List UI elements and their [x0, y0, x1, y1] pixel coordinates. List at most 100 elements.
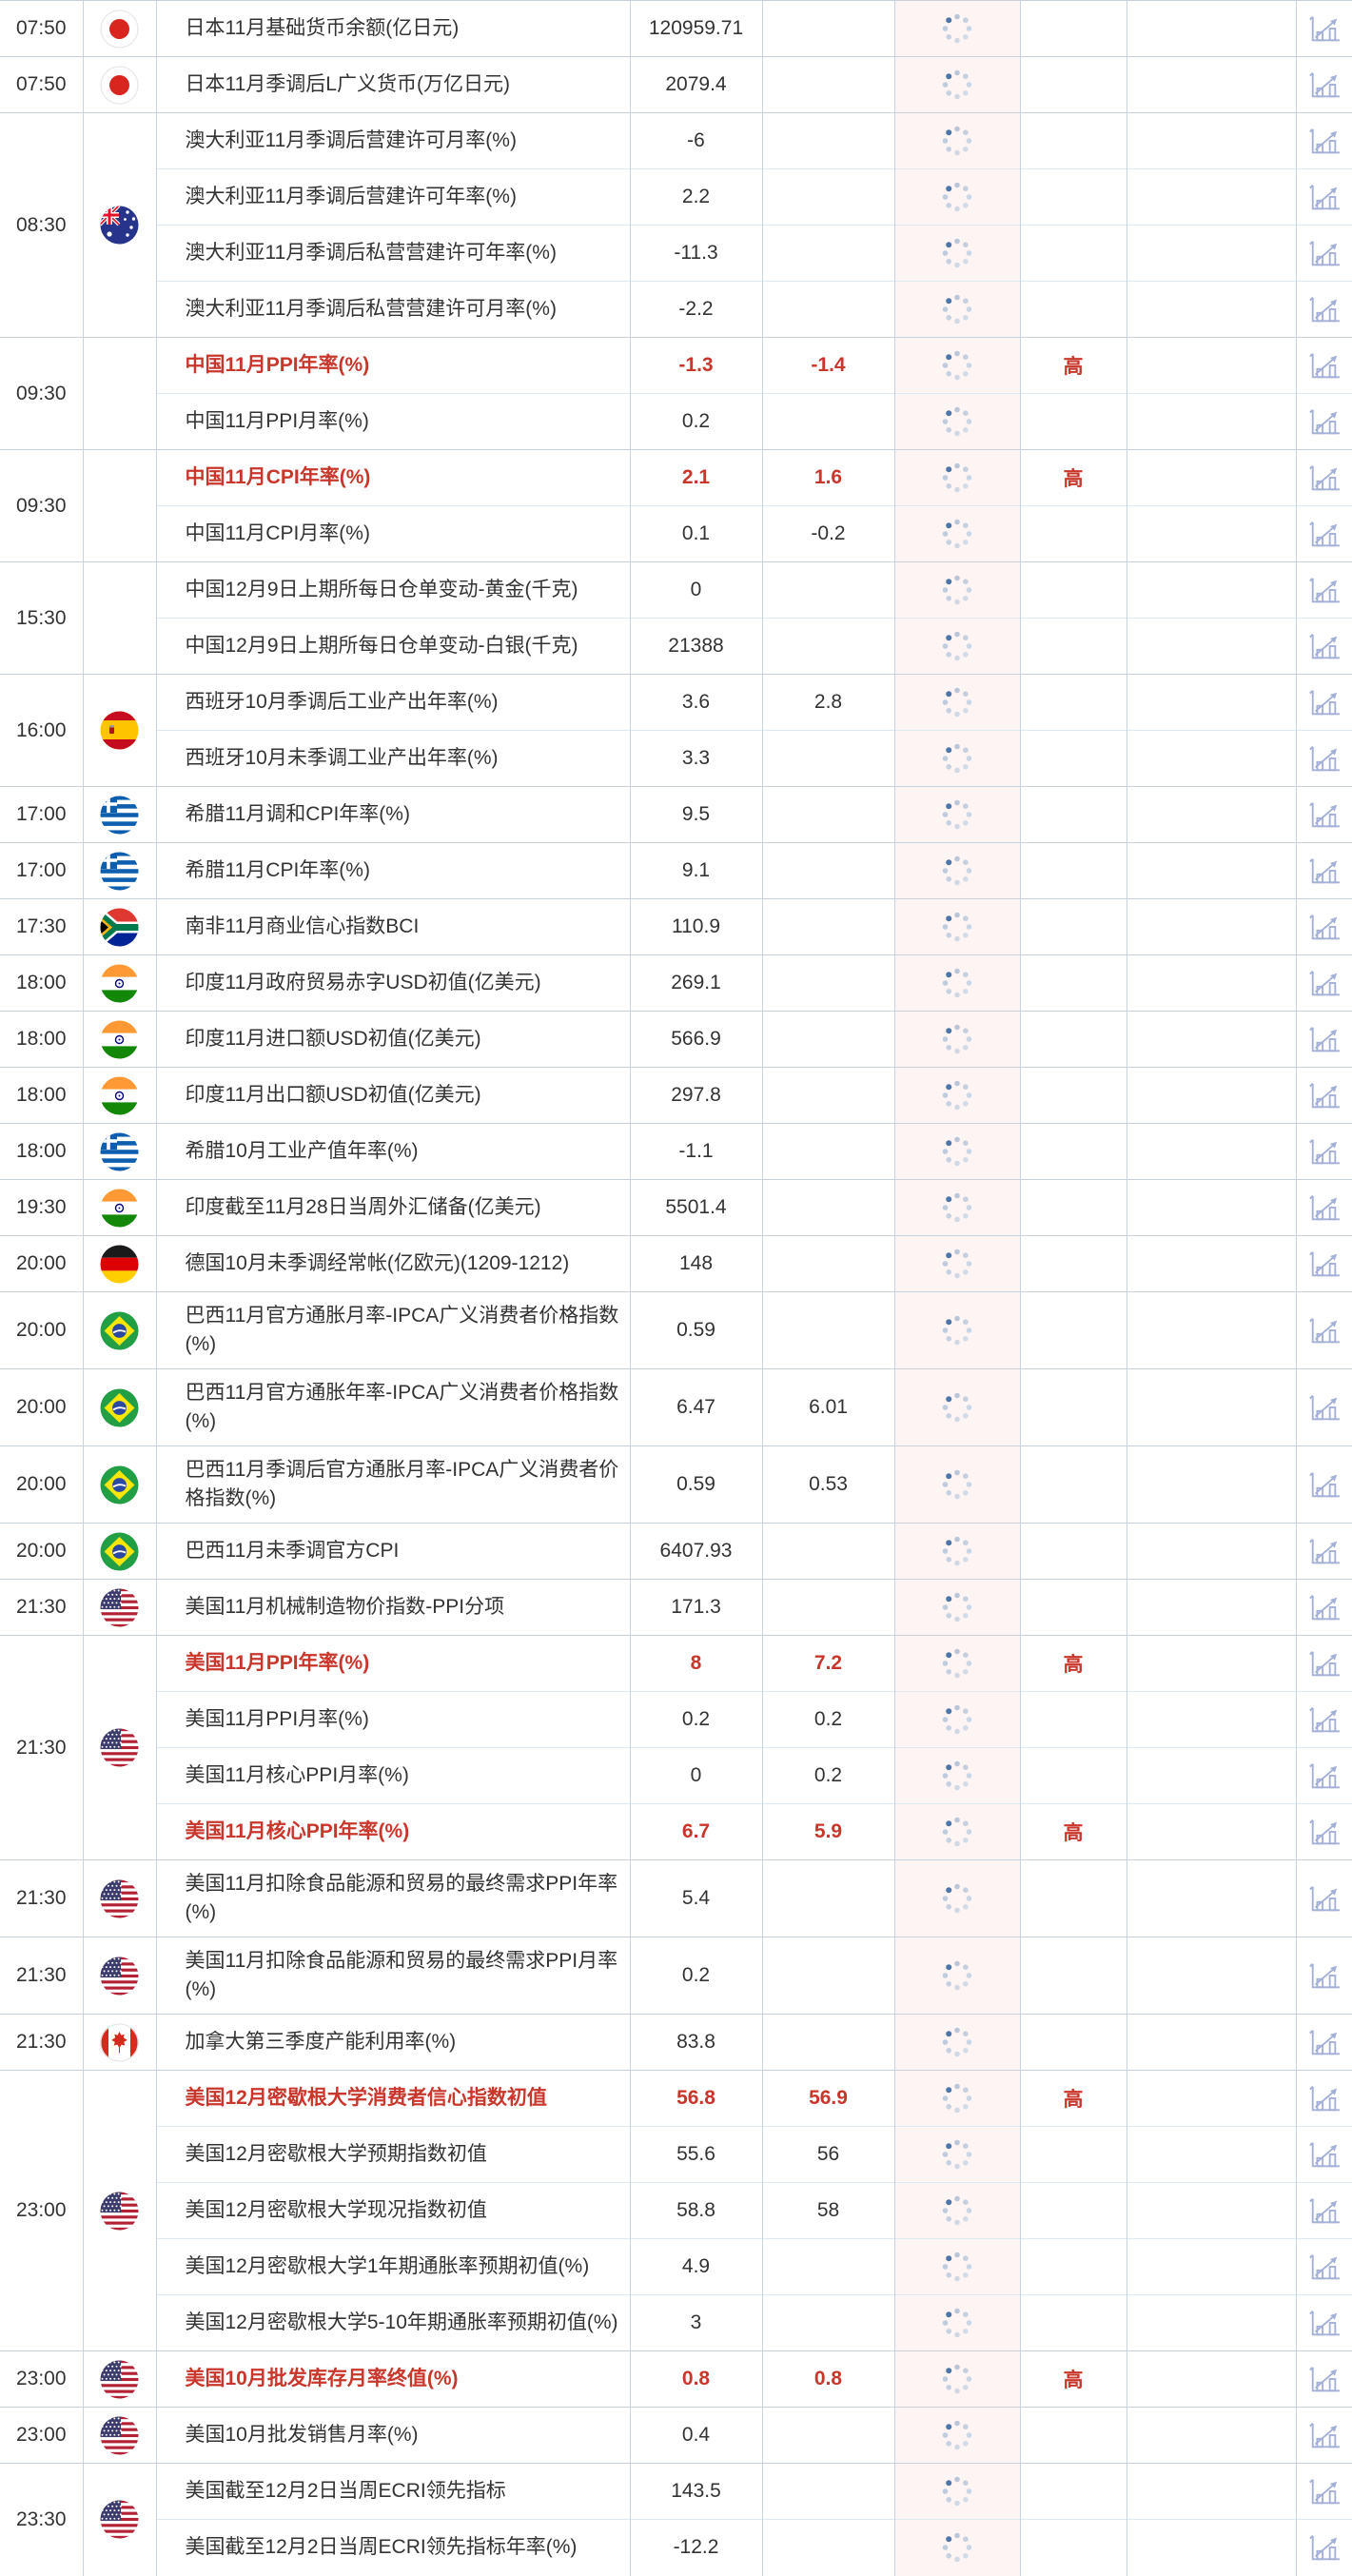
time-cell: 17:00	[0, 842, 83, 899]
flag-cell	[82, 2014, 156, 2071]
forecast-value	[761, 842, 894, 899]
empty-cell	[1126, 0, 1296, 57]
table-row: 18:00 印度11月进口额USD初值(亿美元) 566.9	[0, 1011, 1352, 1068]
chart-icon[interactable]	[1306, 1816, 1342, 1848]
time-cell: 19:30	[0, 1179, 83, 1236]
chart-icon[interactable]	[1306, 1079, 1342, 1111]
chart-icon[interactable]	[1306, 293, 1342, 325]
chart-cell	[1295, 1635, 1352, 1692]
indicator-name: 加拿大第三季度产能利用率(%)	[155, 2014, 630, 2071]
chart-icon[interactable]	[1306, 2475, 1342, 2507]
loading-spinner-icon	[938, 1020, 976, 1058]
importance-badge: 高	[1019, 1635, 1127, 1692]
chart-icon[interactable]	[1306, 1468, 1342, 1501]
previous-value-cell	[893, 1067, 1020, 1124]
chart-cell	[1295, 1523, 1352, 1580]
loading-spinner-icon	[938, 66, 976, 104]
indicator-name: 希腊10月工业产值年率(%)	[155, 1123, 630, 1180]
previous-value-cell	[893, 842, 1020, 899]
indicator-name: 中国11月CPI月率(%)	[155, 505, 630, 562]
loading-spinner-icon	[938, 346, 976, 384]
chart-icon[interactable]	[1306, 69, 1342, 101]
loading-spinner-icon	[938, 571, 976, 609]
previous-value-cell	[893, 1937, 1020, 2015]
chart-icon[interactable]	[1306, 1959, 1342, 1992]
chart-icon[interactable]	[1306, 2138, 1342, 2171]
chart-icon[interactable]	[1306, 2363, 1342, 2395]
chart-icon[interactable]	[1306, 125, 1342, 157]
actual-value: 2079.4	[629, 56, 762, 113]
loading-spinner-icon	[938, 1245, 976, 1283]
loading-spinner-icon	[938, 403, 976, 441]
time-cell: 18:00	[0, 1067, 83, 1124]
chart-icon[interactable]	[1306, 1535, 1342, 1567]
loading-spinner-icon	[938, 2023, 976, 2061]
importance-badge	[1019, 1123, 1127, 1180]
flag-cell	[82, 2463, 156, 2576]
indicator-name: 美国10月批发库存月率终值(%)	[155, 2350, 630, 2408]
chart-cell	[1295, 2238, 1352, 2295]
chart-icon[interactable]	[1306, 1391, 1342, 1424]
flag-cell	[82, 1523, 156, 1580]
chart-icon[interactable]	[1306, 2531, 1342, 2564]
flag-cell	[82, 56, 156, 113]
chart-icon[interactable]	[1306, 1023, 1342, 1055]
chart-icon[interactable]	[1306, 2026, 1342, 2058]
indicator-name: 澳大利亚11月季调后私营营建许可年率(%)	[155, 225, 630, 282]
chart-icon[interactable]	[1306, 237, 1342, 269]
chart-icon[interactable]	[1306, 1647, 1342, 1680]
actual-value: 3.3	[629, 730, 762, 787]
empty-cell	[1126, 1123, 1296, 1180]
previous-value-cell	[893, 1859, 1020, 1937]
loading-spinner-icon	[938, 2416, 976, 2454]
chart-icon[interactable]	[1306, 2307, 1342, 2339]
previous-value-cell	[893, 1235, 1020, 1292]
chart-icon[interactable]	[1306, 911, 1342, 943]
chart-icon[interactable]	[1306, 1882, 1342, 1915]
previous-value-cell	[893, 449, 1020, 506]
indicator-name: 希腊11月调和CPI年率(%)	[155, 786, 630, 843]
empty-cell	[1126, 730, 1296, 787]
chart-icon[interactable]	[1306, 967, 1342, 999]
table-row: 15:30 中国12月9日上期所每日仓单变动-黄金(千克) 0	[0, 561, 1352, 675]
chart-icon[interactable]	[1306, 1760, 1342, 1792]
actual-value: 0.2	[629, 1937, 762, 2015]
loading-spinner-icon	[938, 2304, 976, 2342]
empty-cell	[1126, 56, 1296, 113]
chart-icon[interactable]	[1306, 1248, 1342, 1280]
table-row: 20:00 巴西11月季调后官方通胀月率-IPCA广义消费者价格指数(%) 0.59…	[0, 1445, 1352, 1524]
chart-icon[interactable]	[1306, 405, 1342, 438]
loading-spinner-icon	[938, 1588, 976, 1626]
chart-icon[interactable]	[1306, 574, 1342, 606]
chart-icon[interactable]	[1306, 630, 1342, 662]
chart-icon[interactable]	[1306, 181, 1342, 213]
chart-icon[interactable]	[1306, 1135, 1342, 1168]
actual-value: 0	[629, 1747, 762, 1804]
time-cell: 21:30	[0, 1579, 83, 1636]
previous-value-cell	[893, 954, 1020, 1012]
time-cell: 23:00	[0, 2070, 83, 2351]
empty-cell	[1126, 954, 1296, 1012]
chart-icon[interactable]	[1306, 12, 1342, 45]
chart-icon[interactable]	[1306, 1591, 1342, 1623]
chart-icon[interactable]	[1306, 2251, 1342, 2283]
previous-value-cell	[893, 618, 1020, 675]
chart-icon[interactable]	[1306, 798, 1342, 831]
loading-spinner-icon	[938, 1644, 976, 1682]
flag-cell	[82, 1635, 156, 1860]
chart-icon[interactable]	[1306, 1191, 1342, 1224]
loading-spinner-icon	[938, 2472, 976, 2510]
chart-icon[interactable]	[1306, 2082, 1342, 2114]
chart-icon[interactable]	[1306, 686, 1342, 718]
chart-icon[interactable]	[1306, 518, 1342, 550]
chart-icon[interactable]	[1306, 2194, 1342, 2227]
importance-badge	[1019, 842, 1127, 899]
chart-icon[interactable]	[1306, 742, 1342, 775]
chart-icon[interactable]	[1306, 1314, 1342, 1347]
chart-icon[interactable]	[1306, 855, 1342, 887]
chart-icon[interactable]	[1306, 2419, 1342, 2451]
chart-icon[interactable]	[1306, 1703, 1342, 1736]
actual-value: 58.8	[629, 2182, 762, 2239]
chart-icon[interactable]	[1306, 349, 1342, 382]
chart-icon[interactable]	[1306, 462, 1342, 494]
